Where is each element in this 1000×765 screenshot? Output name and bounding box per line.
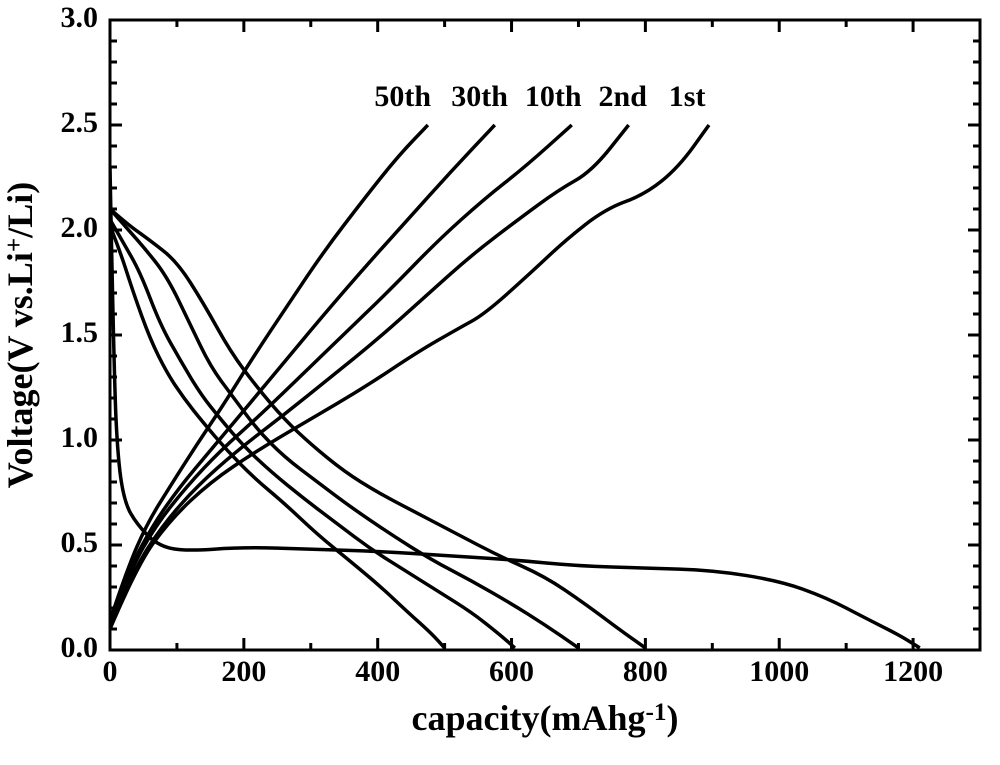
- voltage-capacity-chart: 0 200 400 600 800 1000 1200 0.0 0.5 1.0 1.5 2.0 2.5 3…: [0, 0, 1000, 765]
- x-tick-label: 1000: [749, 655, 809, 688]
- x-tick-label: 200: [221, 655, 266, 688]
- y-tick-label: 2.5: [61, 106, 99, 139]
- y-tick-label: 1.5: [61, 316, 99, 349]
- series-label-discharge-10th: 10th: [525, 80, 582, 113]
- chart-container: 0 200 400 600 800 1000 1200 0.0 0.5 1.0 1.5 2.0 2.5 3…: [0, 0, 1000, 765]
- plot-border: [110, 20, 980, 650]
- y-tick-label: 0.0: [61, 631, 99, 664]
- y-tick-label: 2.0: [61, 211, 99, 244]
- series-discharge-1st: [110, 167, 920, 648]
- y-tick-label: 0.5: [61, 526, 99, 559]
- series-label-discharge-50th: 50th: [374, 80, 431, 113]
- y-tick-label: 3.0: [61, 1, 99, 34]
- x-tick-label: 400: [355, 655, 400, 688]
- series-label-discharge-1st: 1st: [669, 80, 706, 113]
- x-axis-title: capacity(mAhg-1): [412, 698, 679, 738]
- x-tick-label: 0: [103, 655, 118, 688]
- y-axis-title: Voltage(V vs.Li+/Li): [0, 182, 40, 488]
- series-discharge-10th: [110, 209, 578, 648]
- series-discharge-2nd: [110, 209, 645, 648]
- series-label-discharge-2nd: 2nd: [599, 80, 648, 113]
- x-tick-label: 800: [623, 655, 668, 688]
- series-group: [110, 125, 920, 648]
- x-tick-label: 600: [489, 655, 534, 688]
- series-label-discharge-30th: 30th: [451, 80, 508, 113]
- x-tick-label: 1200: [883, 655, 943, 688]
- y-tick-label: 1.0: [61, 421, 99, 454]
